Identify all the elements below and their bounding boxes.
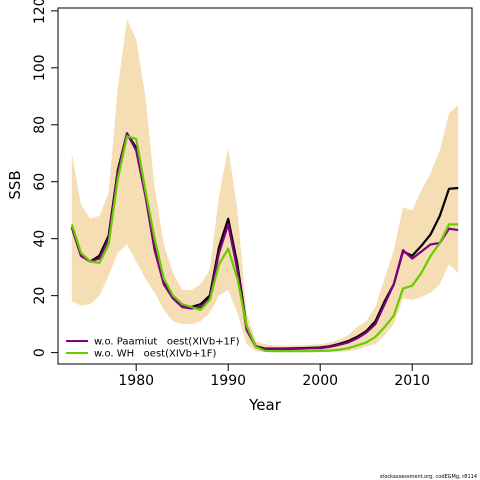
y-tick-label: 40: [32, 230, 48, 248]
x-tick-label: 2010: [394, 373, 430, 389]
y-tick-label: 60: [32, 173, 48, 191]
x-axis-label: Year: [248, 396, 282, 414]
confidence-band: [71, 19, 459, 353]
y-tick-label: 80: [32, 116, 48, 134]
y-tick-label: 0: [32, 348, 48, 357]
x-tick-label: 1980: [118, 373, 154, 389]
legend: w.o. Paamiut oest(XIVb+1F)w.o. WH oest(X…: [66, 337, 240, 360]
without-paamiut-line: [70, 132, 459, 351]
without-wh-line: [70, 135, 459, 353]
footer-credit: stockassessment.org, codEGMg, r8114: [379, 474, 477, 480]
y-tick-label: 120: [32, 0, 48, 24]
legend-label: w.o. Paamiut oest(XIVb+1F): [94, 337, 240, 348]
legend-label: w.o. WH oest(XIVb+1F): [94, 349, 216, 360]
x-tick-label: 1990: [210, 373, 246, 389]
plot-frame: [57, 7, 473, 365]
y-axis-label: SSB: [6, 170, 24, 199]
y-tick-label: 20: [32, 287, 48, 305]
y-tick-label: 100: [32, 54, 48, 81]
x-axis: 1980 1990 2000 2010: [118, 364, 430, 389]
y-axis: 0 20 40 60 80 100 120: [32, 0, 58, 357]
x-tick-label: 2000: [302, 373, 338, 389]
